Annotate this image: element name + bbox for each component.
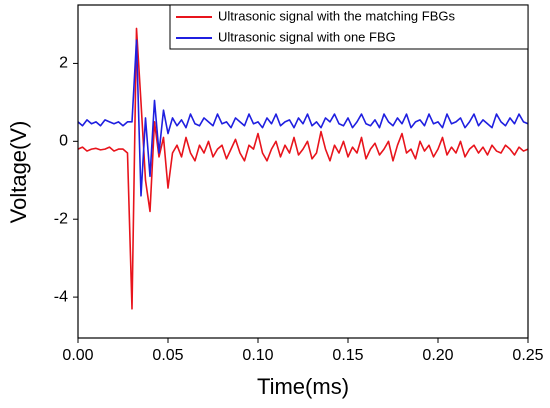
x-tick-label: 0.25 <box>512 347 543 364</box>
y-tick-label: -4 <box>54 288 68 305</box>
x-axis-title: Time(ms) <box>257 374 349 399</box>
legend-box <box>169 4 529 50</box>
series-line <box>77 39 529 197</box>
y-tick-label: -2 <box>54 210 68 227</box>
x-tick-label: 0.05 <box>152 347 183 364</box>
y-tick-label: 2 <box>59 55 68 72</box>
x-tick-label: 0.20 <box>422 347 453 364</box>
series-line <box>77 27 529 310</box>
y-axis-title: Voltage(V) <box>6 121 31 224</box>
legend-label: Ultrasonic signal with one FBG <box>218 29 396 44</box>
x-tick-label: 0.10 <box>242 347 273 364</box>
legend-label: Ultrasonic signal with the matching FBGs <box>218 8 455 23</box>
x-tick-label: 0.15 <box>332 347 363 364</box>
x-tick-label: 0.00 <box>62 347 93 364</box>
y-tick-label: 0 <box>59 133 68 150</box>
